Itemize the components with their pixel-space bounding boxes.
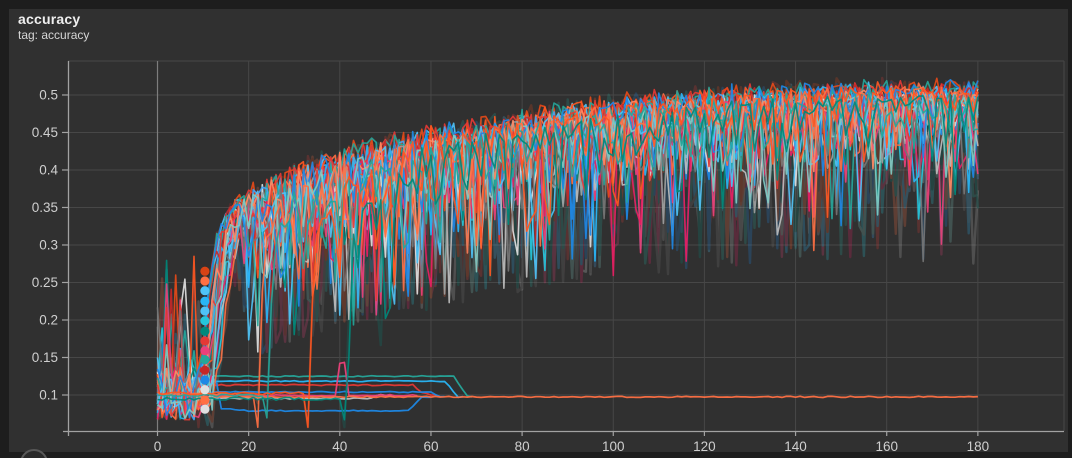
page-top-gutter (0, 0, 1072, 9)
run-line[interactable] (157, 89, 979, 419)
run-marker-dot[interactable] (200, 375, 210, 385)
y-tick-label: 0.3 (39, 237, 58, 252)
y-tick-label: 0.4 (39, 162, 58, 177)
x-tick-label: 60 (423, 439, 438, 454)
run-line[interactable] (156, 353, 978, 411)
x-tick-label: 20 (241, 439, 256, 454)
run-marker-dot[interactable] (200, 395, 210, 405)
run-line[interactable] (156, 78, 979, 419)
run-marker-dot[interactable] (200, 346, 210, 356)
run-marker-dot[interactable] (200, 306, 210, 316)
run-marker-dot[interactable] (200, 266, 210, 276)
y-tick-label: 0.25 (32, 275, 58, 290)
y-tick-label: 0.45 (32, 125, 58, 140)
x-tick-label: 180 (967, 439, 990, 454)
run-line[interactable] (157, 86, 979, 428)
x-tick-label: 160 (875, 439, 898, 454)
axis-layer: 0 20 40 60 80 100 120 140 160 180 0.1 0.15 0.2 0.25 0.… (32, 61, 1064, 454)
series-layer (156, 76, 980, 429)
chart-tag-subtitle: tag: accuracy (18, 28, 90, 42)
y-tick-label: 0.5 (39, 87, 58, 102)
page-bottom-gutter (0, 452, 1072, 458)
x-tick-label: 100 (602, 439, 625, 454)
run-line[interactable] (156, 79, 979, 419)
run-marker-dot[interactable] (200, 326, 210, 336)
run-marker-dot[interactable] (200, 365, 210, 375)
page-left-gutter (0, 0, 9, 458)
chart-header: accuracy tag: accuracy (18, 11, 89, 43)
run-marker-dot[interactable] (200, 296, 210, 306)
page-right-gutter (1068, 0, 1072, 458)
y-tick-label: 0.15 (32, 350, 58, 365)
marker-layer (200, 266, 210, 414)
run-marker-dot[interactable] (200, 336, 210, 346)
x-tick-label: 40 (332, 439, 347, 454)
x-tick-label: 120 (693, 439, 716, 454)
run-marker-dot[interactable] (200, 286, 210, 296)
run-marker-dot[interactable] (200, 385, 210, 395)
y-tick-label: 0.2 (39, 312, 58, 327)
chart-title: accuracy (18, 11, 81, 27)
x-tick-label: 80 (515, 439, 530, 454)
run-marker-dot[interactable] (200, 316, 210, 326)
run-line[interactable] (157, 94, 979, 421)
x-tick-label: 140 (784, 439, 807, 454)
run-marker-dot[interactable] (200, 404, 210, 414)
accuracy-chart-card (9, 9, 1068, 452)
run-marker-dot[interactable] (200, 276, 210, 286)
x-tick-label: 0 (154, 439, 162, 454)
run-marker-dot[interactable] (200, 355, 210, 365)
y-tick-label: 0.1 (39, 387, 58, 402)
y-tick-label: 0.35 (32, 200, 58, 215)
run-line[interactable] (157, 85, 979, 428)
